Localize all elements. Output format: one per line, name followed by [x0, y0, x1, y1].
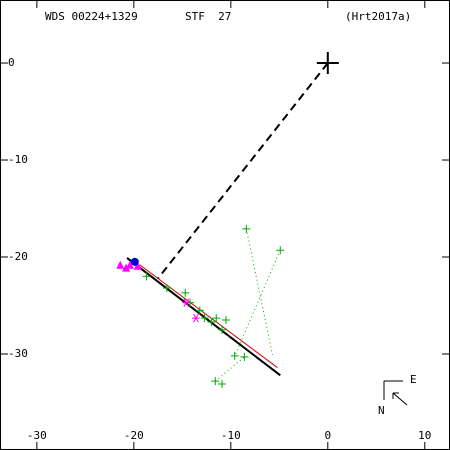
- plus-point: [162, 284, 171, 293]
- plus-point: [142, 272, 151, 281]
- plus-point: [221, 316, 230, 325]
- x-tick-label: 0: [324, 429, 331, 442]
- plus-point: [200, 314, 209, 323]
- x-tick-label: -10: [221, 429, 241, 442]
- y-tick-label: 0: [8, 56, 15, 69]
- compass-east: E: [410, 373, 417, 386]
- x-tick-label: -20: [124, 429, 144, 442]
- y-tick-label: -20: [8, 250, 28, 263]
- plus-point: [218, 380, 227, 389]
- line: [214, 356, 245, 382]
- chart-title: WDS 00224+1329: [45, 10, 138, 23]
- plus-point: [242, 224, 251, 233]
- reference: (Hrt2017a): [345, 10, 411, 23]
- triangle-point: [125, 260, 134, 269]
- y-tick-label: -30: [8, 347, 28, 360]
- x-tick-label: -30: [27, 429, 47, 442]
- compass-arrow: [392, 392, 408, 406]
- triangle-point: [133, 261, 142, 270]
- triangle-point: [122, 263, 131, 272]
- line: [245, 228, 274, 356]
- plus-point: [212, 314, 221, 323]
- asterisk-point: [182, 298, 191, 307]
- asterisk-point: [191, 313, 200, 323]
- plus-point: [207, 317, 216, 326]
- plus-point: [218, 325, 227, 334]
- plus-point: [240, 352, 249, 361]
- x-tick-label: 10: [418, 429, 431, 442]
- plus-point: [230, 351, 239, 360]
- plus-point: [276, 246, 285, 255]
- chart-subtitle: STF 27: [185, 10, 231, 23]
- line: [157, 62, 329, 279]
- y-tick-label: -10: [8, 153, 28, 166]
- plus-point: [316, 52, 339, 75]
- plus-point: [195, 306, 204, 315]
- line: [139, 264, 278, 368]
- line: [126, 257, 281, 377]
- compass: [383, 380, 408, 406]
- compass-north: N: [378, 404, 385, 417]
- dot-point: [130, 257, 139, 266]
- line: [234, 250, 281, 357]
- triangle-point: [116, 260, 125, 269]
- plus-point: [211, 377, 220, 386]
- plus-point: [181, 288, 190, 297]
